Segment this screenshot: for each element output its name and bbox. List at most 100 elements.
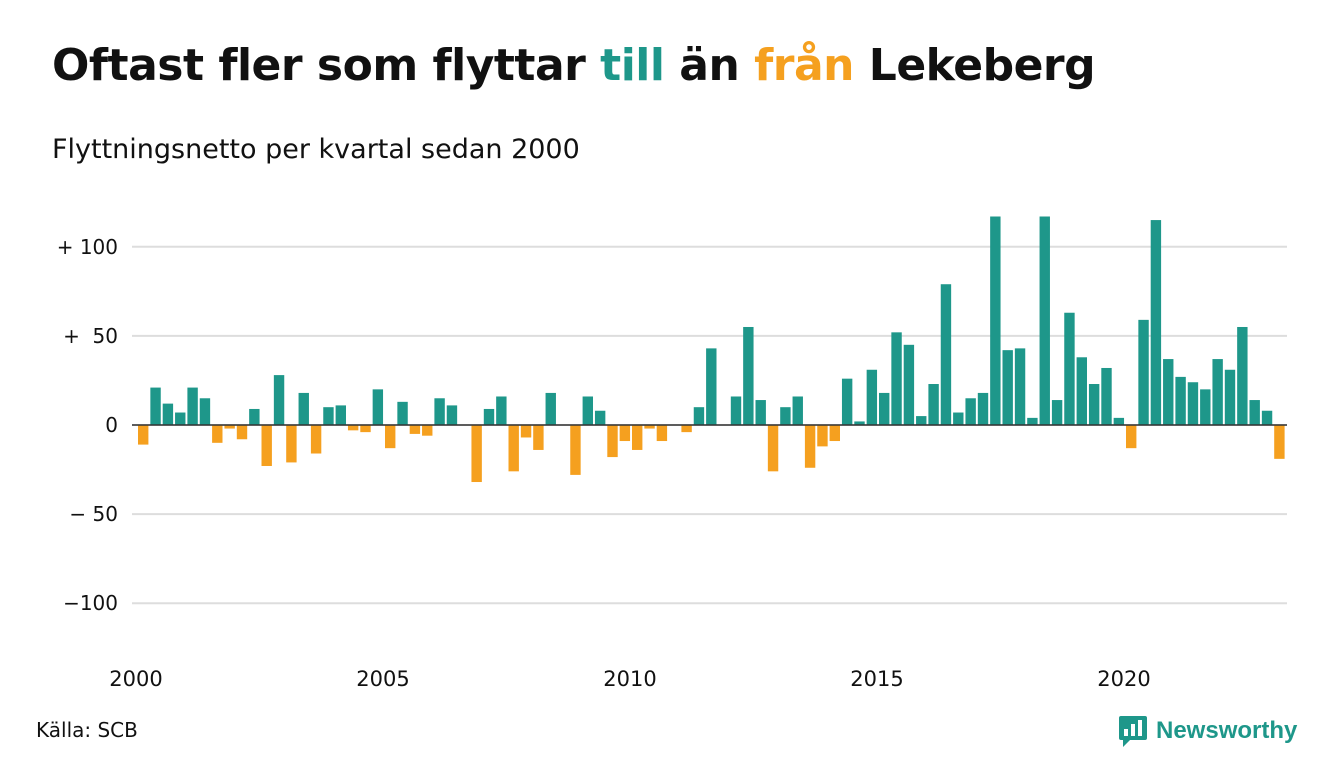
- bar: [1101, 367, 1112, 425]
- bar: [187, 387, 198, 425]
- bar: [1249, 400, 1260, 425]
- bar: [397, 401, 408, 425]
- bar: [582, 396, 593, 425]
- bar: [1039, 216, 1050, 425]
- bar: [965, 398, 976, 425]
- bar: [1212, 359, 1223, 425]
- bar: [385, 425, 396, 449]
- bar: [1002, 350, 1013, 425]
- bar: [1126, 425, 1137, 449]
- bar: [520, 425, 532, 438]
- newsworthy-logo[interactable]: Newsworthy: [1118, 713, 1297, 749]
- newsworthy-logo-icon: [1119, 716, 1147, 747]
- title-word-till: till: [600, 40, 665, 91]
- bar: [335, 405, 346, 425]
- bar: [434, 398, 445, 425]
- title-part-3: Lekeberg: [853, 40, 1096, 91]
- bar: [1200, 389, 1211, 425]
- bar: [1027, 417, 1038, 425]
- x-tick-label: 2015: [850, 667, 903, 691]
- bar: [570, 425, 581, 475]
- bar: [1175, 376, 1186, 425]
- bar: [1088, 384, 1100, 425]
- bar: [953, 412, 964, 425]
- bar: [804, 425, 816, 468]
- chart-title: Oftast fler som flyttar till än från Lek…: [52, 40, 1096, 91]
- bar: [594, 410, 606, 425]
- bar: [236, 425, 248, 440]
- bar: [928, 384, 939, 425]
- bar: [693, 407, 705, 425]
- bar: [1274, 425, 1285, 459]
- bar: [903, 344, 915, 425]
- bar: [298, 392, 309, 425]
- bar: [977, 392, 989, 425]
- bar: [1076, 357, 1087, 425]
- bar: [891, 332, 902, 425]
- bar: [879, 392, 890, 425]
- bar: [1138, 319, 1149, 425]
- bar: [496, 396, 507, 425]
- bar: [286, 425, 297, 463]
- bar: [409, 425, 421, 434]
- bar: [755, 400, 766, 425]
- bar: [730, 396, 742, 425]
- bar: [175, 412, 186, 425]
- bar: [916, 416, 927, 425]
- bar: [162, 403, 174, 425]
- bar: [483, 408, 495, 425]
- bar: [261, 425, 272, 466]
- x-tick-label: 2010: [603, 667, 656, 691]
- bar: [310, 425, 322, 454]
- source-note: Källa: SCB: [36, 718, 138, 742]
- x-axis-labels: 2000 2005 2010 2015 2020: [109, 667, 1150, 691]
- bar: [138, 425, 149, 445]
- bar: [533, 425, 544, 450]
- chart-subtitle: Flyttningsnetto per kvartal sedan 2000: [52, 134, 580, 165]
- bar: [854, 421, 865, 425]
- bar: [372, 389, 384, 425]
- bar: [829, 425, 840, 442]
- x-tick-label: 2000: [109, 667, 162, 691]
- title-word-fran: från: [754, 40, 854, 91]
- bar: [940, 284, 952, 425]
- bar: [360, 425, 371, 433]
- bar: [1064, 312, 1075, 425]
- bar: [545, 392, 556, 425]
- bar: [743, 326, 754, 425]
- bar-chart: + 100 + 50 0 − 50 −100 2000 2005 2010 2015 2020: [57, 216, 1287, 691]
- bar: [681, 425, 692, 433]
- bar: [212, 425, 223, 443]
- bar: [706, 348, 717, 425]
- bar: [150, 387, 161, 425]
- bar: [607, 425, 618, 458]
- bar: [632, 425, 643, 450]
- bar: [1113, 417, 1125, 425]
- bar: [1224, 369, 1236, 425]
- bar: [1163, 359, 1174, 425]
- bar: [767, 425, 779, 472]
- bar: [644, 425, 655, 429]
- y-tick-label: + 50: [63, 324, 118, 348]
- bars: [132, 216, 1287, 483]
- bar: [347, 425, 359, 431]
- bar: [199, 398, 211, 425]
- bar: [1187, 382, 1199, 425]
- bar: [780, 407, 791, 425]
- bar: [990, 216, 1001, 425]
- y-tick-label: 0: [105, 413, 118, 437]
- bar: [1237, 326, 1248, 425]
- y-tick-label: − 50: [69, 502, 118, 526]
- bar: [224, 425, 235, 429]
- bar: [841, 378, 853, 425]
- x-tick-label: 2020: [1097, 667, 1150, 691]
- bar: [273, 375, 285, 425]
- bar: [446, 405, 458, 425]
- bar: [1051, 400, 1063, 425]
- bar: [249, 408, 260, 425]
- y-tick-label: + 100: [57, 235, 118, 259]
- bar: [508, 425, 519, 472]
- y-axis-labels: + 100 + 50 0 − 50 −100: [57, 235, 118, 615]
- bar: [323, 407, 334, 425]
- bar: [656, 425, 668, 442]
